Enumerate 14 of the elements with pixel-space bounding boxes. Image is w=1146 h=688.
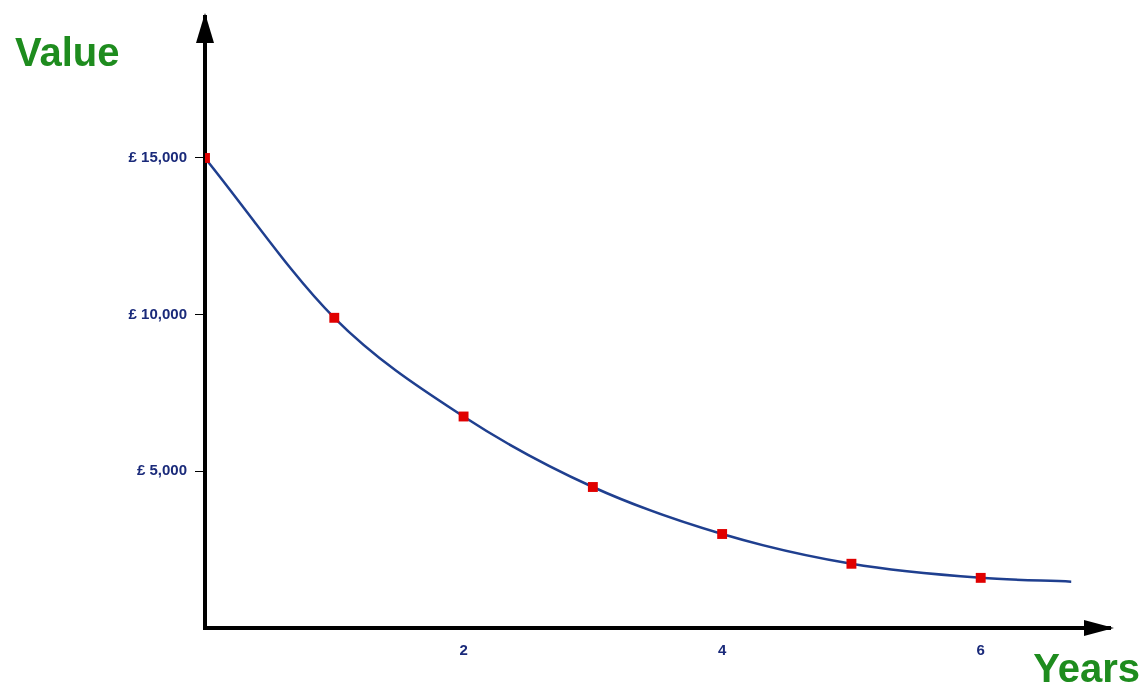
x-axis-title: Years <box>1033 646 1140 688</box>
y-tick-label: £ 15,000 <box>128 148 187 166</box>
point <box>329 312 340 323</box>
point <box>846 558 857 569</box>
x-tick-label: 2 <box>459 641 468 659</box>
point <box>587 482 598 492</box>
x-tick-label: 4 <box>717 641 727 659</box>
point <box>458 411 469 422</box>
point <box>975 572 986 583</box>
y-tick-label: £ 10,000 <box>128 304 187 322</box>
point <box>717 529 728 539</box>
y-tick-label: £ 5,000 <box>136 461 187 479</box>
x-tick-label: 6 <box>976 641 985 659</box>
y-axis-title: Value <box>15 30 120 74</box>
